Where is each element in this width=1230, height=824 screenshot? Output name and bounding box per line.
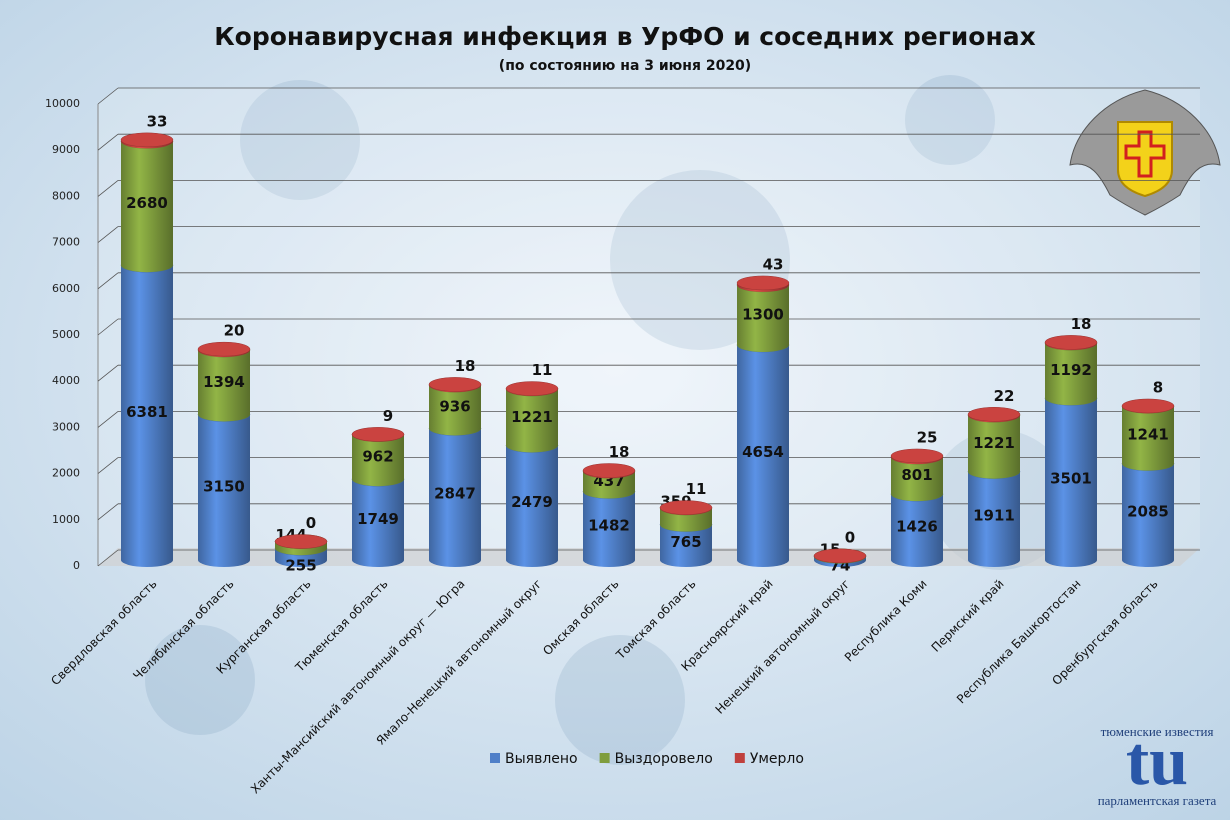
segment-cap	[198, 342, 250, 356]
segment-cap	[275, 535, 327, 549]
value-label: 1300	[742, 305, 784, 323]
value-label: 18	[609, 443, 630, 461]
y-tick-label: 10000	[45, 97, 80, 110]
legend-swatch	[735, 753, 745, 763]
y-tick-label: 5000	[52, 328, 80, 341]
value-label: 25	[917, 428, 938, 446]
value-label: 22	[994, 387, 1015, 405]
value-label: 1241	[1127, 426, 1169, 444]
value-label: 0	[306, 514, 316, 532]
value-label: 18	[1071, 315, 1092, 333]
segment-cap	[660, 501, 712, 515]
value-label: 33	[147, 112, 168, 130]
value-label: 2680	[126, 194, 168, 212]
y-tick-label: 7000	[52, 236, 80, 249]
value-label: 2479	[511, 493, 553, 511]
segment-cap	[968, 407, 1020, 421]
value-label: 1221	[973, 434, 1015, 452]
logo-bottom: парламентская газета	[1098, 793, 1217, 808]
logo-mark: tu	[1126, 723, 1188, 800]
segment-cap	[737, 276, 789, 290]
segment-cap	[1122, 399, 1174, 413]
y-tick-label: 8000	[52, 189, 80, 202]
y-tick-label: 2000	[52, 467, 80, 480]
legend-label: Умерло	[750, 751, 804, 767]
plot-floor	[98, 548, 1200, 566]
legend-label: Выявлено	[505, 751, 578, 767]
value-label: 8	[1153, 378, 1163, 396]
value-label: 765	[670, 533, 701, 551]
y-tick-label: 4000	[52, 374, 80, 387]
value-label: 1394	[203, 373, 245, 391]
chart-title: Коронавирусная инфекция в УрФО и соседни…	[214, 22, 1036, 51]
value-label: 1221	[511, 408, 553, 426]
y-tick-label: 6000	[52, 282, 80, 295]
segment-cap	[121, 133, 173, 147]
segment-cap	[506, 382, 558, 396]
segment-cap	[1045, 335, 1097, 349]
legend-label: Выздоровело	[615, 751, 713, 767]
y-tick-label: 3000	[52, 420, 80, 433]
value-label: 11	[532, 361, 553, 379]
value-label: 1911	[973, 506, 1015, 524]
value-label: 20	[224, 322, 245, 340]
value-label: 43	[763, 255, 784, 273]
value-label: 1482	[588, 516, 630, 534]
value-label: 255	[285, 557, 316, 575]
value-label: 4654	[742, 443, 784, 461]
value-label: 962	[362, 447, 393, 465]
plot-wall	[98, 88, 1200, 566]
segment-cap	[583, 464, 635, 478]
value-label: 1426	[896, 518, 938, 536]
value-label: 6381	[126, 403, 168, 421]
value-label: 1749	[357, 510, 399, 528]
y-tick-label: 1000	[52, 513, 80, 526]
value-label: 11	[686, 480, 707, 498]
value-label: 0	[845, 528, 855, 546]
value-label: 2085	[1127, 502, 1169, 520]
y-tick-label: 9000	[52, 143, 80, 156]
segment-cap	[352, 427, 404, 441]
value-label: 1192	[1050, 361, 1092, 379]
value-label: 2847	[434, 485, 476, 503]
value-label: 3501	[1050, 470, 1092, 488]
segment-cap	[429, 377, 481, 391]
chart-subtitle: (по состоянию на 3 июня 2020)	[499, 58, 751, 74]
value-label: 936	[439, 397, 470, 415]
legend-swatch	[490, 753, 500, 763]
value-label: 801	[901, 466, 932, 484]
segment-cap	[814, 549, 866, 563]
value-label: 18	[455, 357, 476, 375]
y-tick-label: 0	[73, 559, 80, 572]
legend-swatch	[600, 753, 610, 763]
value-label: 3150	[203, 478, 245, 496]
segment-cap	[891, 449, 943, 463]
value-label: 9	[383, 407, 393, 425]
